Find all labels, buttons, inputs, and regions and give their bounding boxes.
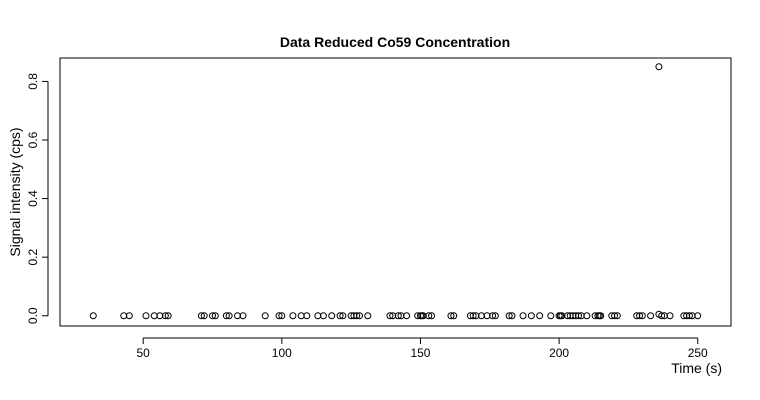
data-point: [694, 312, 702, 320]
data-points: [89, 63, 702, 320]
y-axis: 0.0 0.2 0.4 0.6 0.8: [26, 73, 49, 324]
data-point: [200, 312, 208, 320]
y-tick-label: 0.0: [26, 307, 40, 324]
x-axis: 50 100 150 200 250: [137, 337, 708, 360]
data-point: [239, 312, 247, 320]
data-point: [527, 312, 535, 320]
data-point: [547, 312, 555, 320]
data-point: [142, 312, 150, 320]
data-point: [161, 312, 169, 320]
data-point: [636, 312, 643, 320]
data-point: [505, 312, 513, 320]
data-point: [666, 312, 674, 320]
data-point: [536, 312, 544, 320]
data-point: [364, 312, 372, 320]
data-point: [328, 312, 336, 320]
data-point: [319, 312, 327, 320]
data-point: [225, 312, 233, 320]
data-point: [278, 312, 286, 320]
y-tick-label: 0.6: [26, 131, 40, 148]
data-point: [355, 312, 363, 320]
data-point: [658, 312, 666, 320]
data-point: [519, 312, 527, 320]
data-point: [386, 312, 394, 320]
data-point: [197, 312, 205, 320]
data-point: [655, 63, 663, 71]
data-point: [353, 312, 361, 320]
data-point: [469, 312, 477, 320]
x-tick-label: 150: [410, 346, 430, 360]
y-tick-label: 0.8: [26, 73, 40, 90]
data-point: [164, 312, 172, 320]
data-point: [336, 312, 344, 320]
data-point: [222, 312, 230, 320]
data-point: [209, 312, 216, 320]
plot-frame: [59, 57, 732, 327]
x-tick-label: 250: [688, 346, 708, 360]
data-point: [303, 312, 311, 320]
data-point: [339, 312, 347, 320]
x-tick-label: 200: [549, 346, 569, 360]
data-point: [647, 312, 655, 320]
data-point: [508, 312, 516, 320]
data-point: [491, 312, 499, 320]
data-point: [489, 312, 497, 320]
data-point: [583, 312, 591, 320]
data-point: [211, 312, 219, 320]
data-point: [575, 312, 582, 320]
data-point: [450, 312, 458, 320]
data-point: [89, 312, 97, 320]
data-point: [638, 312, 646, 320]
x-tick-label: 50: [137, 346, 151, 360]
data-point: [289, 312, 297, 320]
y-tick-label: 0.4: [26, 190, 40, 207]
data-point: [403, 312, 411, 320]
y-axis-label: Signal intensity (cps): [7, 127, 23, 256]
x-axis-label: Time (s): [671, 360, 722, 376]
data-point: [597, 312, 605, 320]
data-point: [275, 312, 283, 320]
data-point: [685, 312, 693, 320]
data-point: [428, 312, 436, 320]
data-point: [425, 312, 433, 320]
data-point: [394, 312, 402, 320]
data-point: [611, 312, 619, 320]
data-point: [125, 312, 133, 320]
data-point: [447, 312, 455, 320]
y-tick-label: 0.2: [26, 249, 40, 266]
data-point: [261, 312, 269, 320]
x-tick-label: 100: [272, 346, 292, 360]
chart-title: Data Reduced Co59 Concentration: [280, 34, 510, 50]
data-point: [613, 312, 621, 320]
